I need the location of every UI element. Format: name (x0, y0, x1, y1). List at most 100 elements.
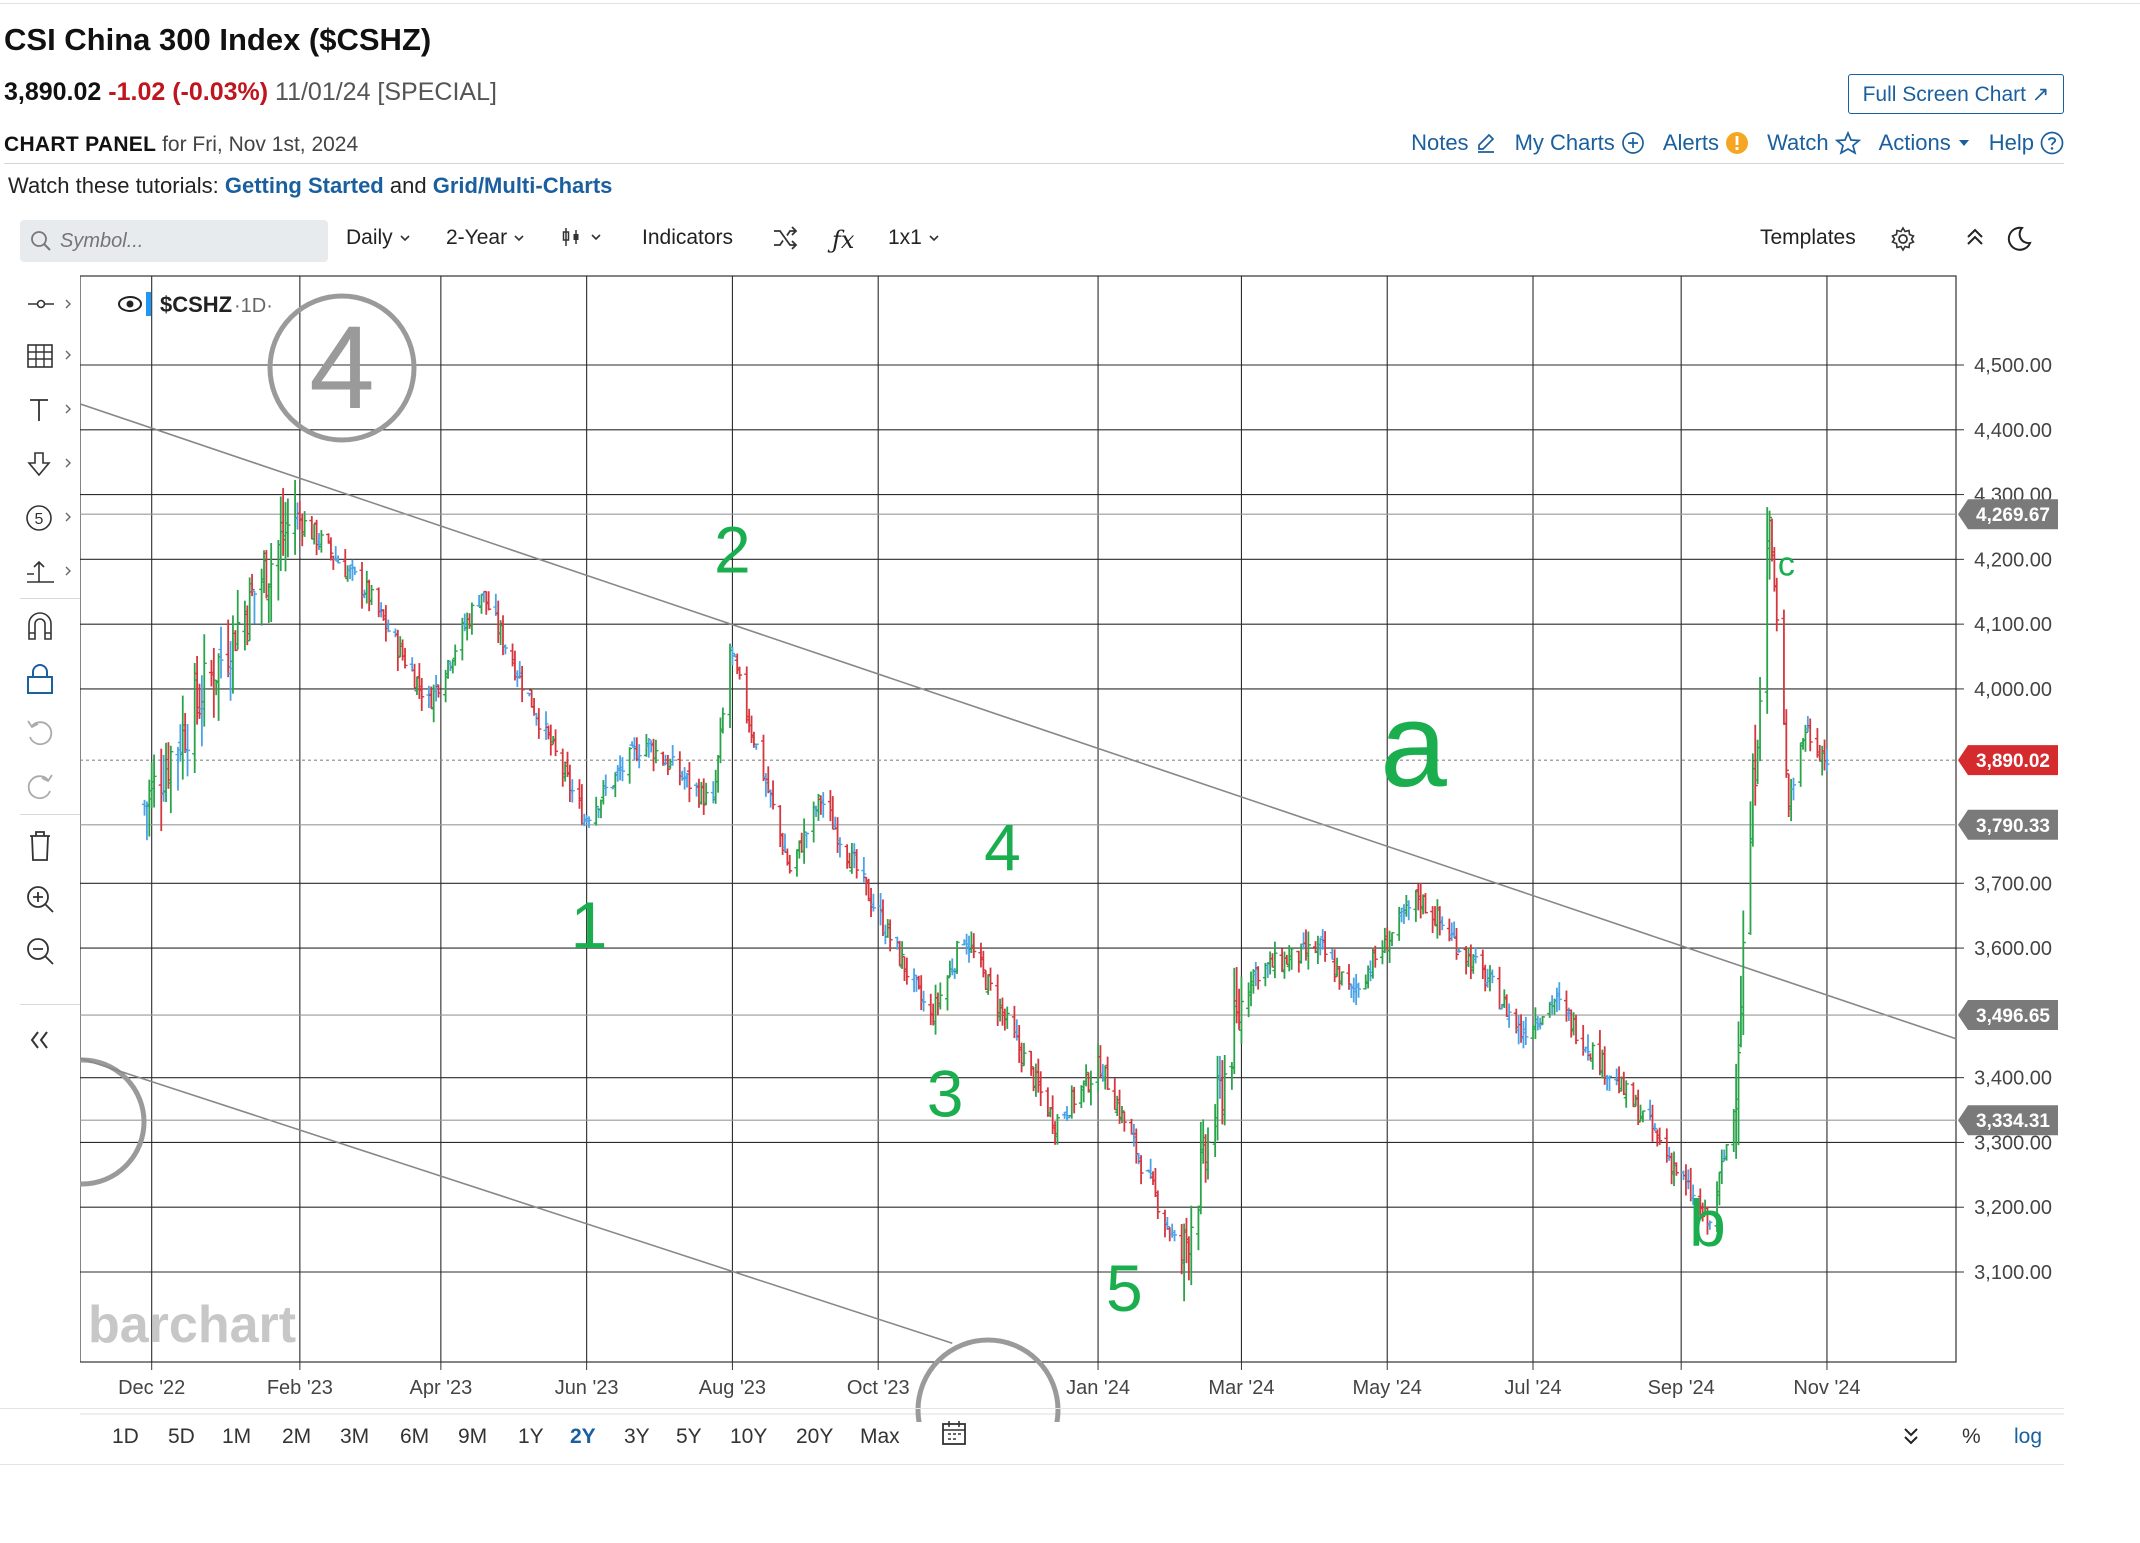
chart-panel-header: CHART PANEL for Fri, Nov 1st, 2024 Notes… (4, 130, 2064, 164)
star-icon (1834, 131, 1861, 155)
caret-down-icon (1958, 140, 1969, 146)
alerts-button[interactable]: Alerts (1663, 130, 1749, 156)
price-tag (1958, 499, 2058, 530)
help-button[interactable]: Help (1989, 130, 2064, 156)
y-tick-label: 4,000.00 (1974, 679, 2052, 701)
wave-label-1: 1 (571, 888, 608, 962)
panel-date: for Fri, Nov 1st, 2024 (162, 133, 359, 156)
price-chart[interactable]: 3,100.00 3,200.00 3,300.00 3,400.00 3,600.00… (17, 272, 2064, 1483)
y-tick-label: 3,200.00 (1974, 1197, 2052, 1219)
x-tick-label: Jan '24 (1066, 1377, 1130, 1399)
lock-icon (27, 664, 53, 694)
period-5d[interactable]: 5D (168, 1425, 195, 1448)
expand-down-button[interactable] (1900, 1425, 1922, 1453)
grid-multi-charts-link[interactable]: Grid/Multi-Charts (432, 173, 613, 198)
price-change: -1.02 (-0.03%) (108, 78, 269, 106)
dark-mode-toggle[interactable] (2006, 226, 2032, 252)
top-divider (0, 0, 2140, 4)
tutorials-prefix: Watch these tutorials: (8, 173, 219, 198)
price-tag-label: 3,496.65 (1976, 1006, 2050, 1027)
range-dropdown[interactable]: 2-Year (446, 226, 525, 250)
symbol-search[interactable] (20, 220, 328, 262)
trash-icon (30, 831, 50, 861)
y-tick-label: 3,300.00 (1974, 1132, 2052, 1154)
period-9m[interactable]: 9M (458, 1425, 488, 1448)
wave-label-2: 2 (714, 512, 751, 586)
chart-area[interactable]: 3,100.00 3,200.00 3,300.00 3,400.00 3,600.00… (17, 272, 2064, 1483)
tool-undo[interactable] (20, 714, 80, 754)
period-10y[interactable]: 10Y (730, 1425, 768, 1448)
price-tag-label: 3,790.33 (1976, 816, 2050, 837)
wave-label-c: c (1778, 546, 1795, 584)
log-toggle[interactable]: log (2014, 1425, 2043, 1448)
tool-redo[interactable] (20, 768, 80, 808)
templates-button[interactable]: Templates (1760, 226, 1856, 249)
period-1y[interactable]: 1Y (518, 1425, 544, 1448)
actions-menu[interactable]: Actions (1879, 130, 1971, 156)
calendar-button[interactable] (940, 1419, 968, 1453)
undo-icon (27, 720, 53, 746)
interval-dropdown[interactable]: Daily (346, 226, 411, 250)
trendline (79, 1057, 953, 1345)
x-tick-label: Apr '23 (409, 1377, 472, 1399)
text-tool-icon (30, 399, 71, 421)
full-screen-chart-button[interactable]: Full Screen Chart ↗ (1848, 74, 2064, 114)
period-bar: 1D 5D 1M 2M 3M 6M 9M 1Y 2Y 3Y 5Y 10Y 20Y Max % log (0, 1408, 2064, 1464)
period-6m[interactable]: 6M (400, 1425, 430, 1448)
edit-icon (1477, 133, 1494, 153)
double-chevron-left-icon (30, 1031, 48, 1049)
chart-type-dropdown[interactable] (560, 226, 602, 248)
y-tick-label: 4,400.00 (1974, 420, 2052, 442)
alert-icon (1726, 132, 1749, 154)
tool-measure[interactable] (20, 552, 80, 592)
period-3m[interactable]: 3M (340, 1425, 370, 1448)
indicators-button[interactable]: Indicators (642, 226, 734, 249)
period-1m[interactable]: 1M (222, 1425, 252, 1448)
candlestick-icon (562, 228, 579, 246)
tool-zoom-in[interactable] (20, 880, 80, 920)
ohlc-bars (142, 479, 1830, 1302)
tool-arrow[interactable] (20, 444, 80, 484)
watch-button[interactable]: Watch (1767, 130, 1861, 156)
period-1d[interactable]: 1D (112, 1425, 139, 1448)
tool-magnet[interactable] (20, 606, 80, 646)
period-max[interactable]: Max (860, 1425, 900, 1448)
tool-grid[interactable] (20, 336, 80, 376)
tool-text[interactable] (20, 390, 80, 430)
watch-label: Watch (1767, 130, 1829, 155)
help-label: Help (1988, 130, 2034, 155)
period-3y[interactable]: 3Y (624, 1425, 650, 1448)
page-title: CSI China 300 Index ($CSHZ) (4, 22, 432, 57)
function-icon[interactable]: ƒx (832, 226, 855, 254)
price-tag (1958, 809, 2058, 840)
wave-circle-4-label: 4 (309, 302, 375, 434)
sidebar-divider (20, 598, 80, 599)
period-20y[interactable]: 20Y (796, 1425, 834, 1448)
notes-button[interactable]: Notes (1411, 130, 1496, 156)
shuffle-icon (774, 226, 798, 250)
percent-toggle[interactable]: % (1962, 1425, 1981, 1448)
period-2y[interactable]: 2Y (570, 1425, 596, 1448)
alerts-label: Alerts (1662, 130, 1720, 155)
my-charts-button[interactable]: My Charts (1515, 130, 1645, 156)
zoom-in-icon (27, 886, 54, 913)
tool-elliott-wave[interactable]: 5 (20, 498, 80, 538)
tool-zoom-out[interactable] (20, 932, 80, 972)
collapse-up-button[interactable] (1964, 226, 1986, 248)
symbol-input[interactable] (60, 229, 300, 253)
tool-delete[interactable] (20, 826, 80, 866)
sidebar-divider (20, 1004, 80, 1005)
tool-lock[interactable] (20, 660, 80, 700)
x-tick-label: Dec '22 (118, 1377, 185, 1399)
collapse-sidebar-button[interactable] (20, 1020, 80, 1060)
layout-dropdown[interactable]: 1x1 (888, 226, 940, 250)
y-tick-label: 4,500.00 (1974, 355, 2052, 377)
period-5y[interactable]: 5Y (676, 1425, 702, 1448)
period-2m[interactable]: 2M (282, 1425, 312, 1448)
magnet-icon (28, 612, 52, 640)
settings-button[interactable] (1890, 226, 1916, 252)
tutorials-line: Watch these tutorials: Getting Started a… (8, 173, 612, 199)
getting-started-link[interactable]: Getting Started (224, 173, 384, 198)
compare-button[interactable] (772, 226, 798, 250)
tool-line[interactable] (20, 284, 80, 324)
